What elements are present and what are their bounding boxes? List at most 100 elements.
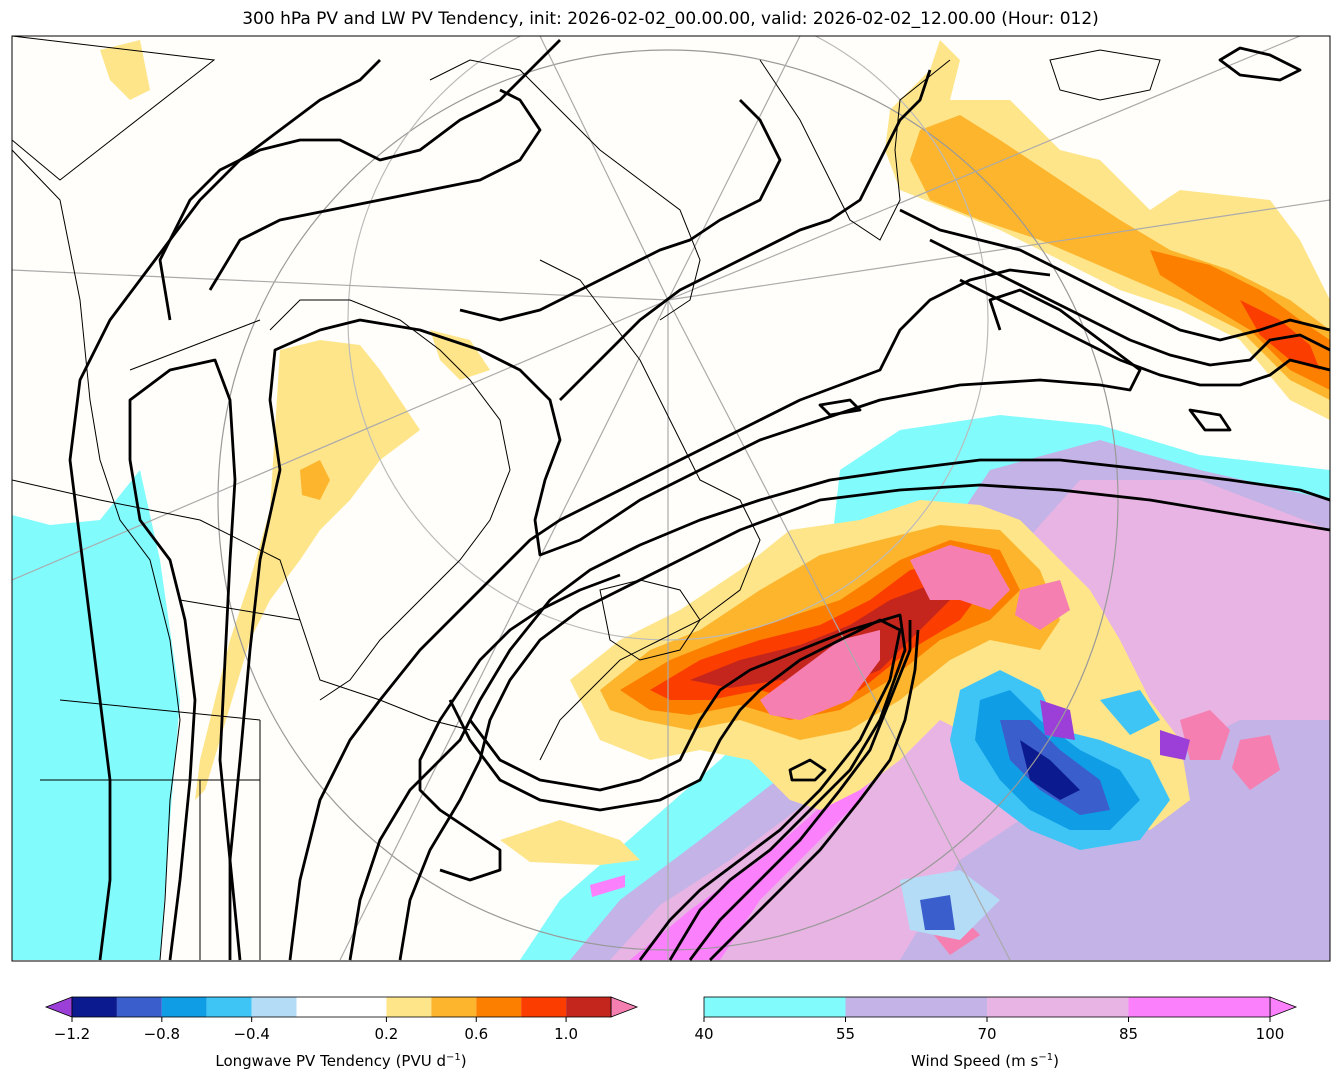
meridian-3 [339,299,669,961]
colorbar-tick-label: −1.2 [54,1025,90,1043]
pv-contour-10 [709,629,920,961]
wind-speed-colorbar-label: Wind Speed (m s−1) [911,1052,1059,1070]
coastline-hudson [269,299,511,701]
pv-contour-17 [929,238,1330,367]
pv-pos-02-west [195,340,420,800]
coastline-newfoundland [599,579,701,661]
colorbar-segment [72,997,117,1017]
colorbar-segment [386,997,432,1017]
pv-contour-13 [208,88,542,291]
coastlines-borders [12,36,1161,961]
pv-contour-16 [899,208,1330,342]
colorbar-segment [1128,997,1270,1017]
colorbar-segment [566,997,611,1017]
colorbar-segment [845,997,987,1017]
pv-contour-7 [448,618,902,961]
colorbar-extend-max [1269,996,1298,1018]
pv-contour-15 [559,69,932,401]
coastline-labrador [539,259,761,761]
pv-pos-02-north-2 [430,330,490,380]
colorbar-tick-label: 85 [1119,1025,1138,1043]
map-frame [11,35,1331,962]
colorbar-segment [987,997,1129,1017]
pv-pos-04-west [300,460,330,500]
wind-85-jet [630,760,880,960]
pv-contour-9 [688,620,912,961]
pv-contour-3 [288,268,1051,961]
colorbar-segment [521,997,567,1017]
pv-tendency-colorbar: −1.2 −0.8 −0.4 0.2 0.6 1.0 [44,996,639,1043]
pv-contour-14 [459,99,782,322]
pv-contour-2 [228,288,1142,960]
border-provinces-1 [129,319,261,371]
pv-pos-04-northeast [910,115,1330,400]
meridian-8 [667,36,1301,301]
meridian-5 [667,199,1330,301]
pv-pos-10-center [690,585,950,690]
chart-title: 300 hPa PV and LW PV Tendency, init: 202… [242,9,1099,29]
pv-contour-21 [1188,408,1232,432]
pv-neg-12-southeast-2 [1160,730,1190,760]
pv-neg-04-east [1100,690,1160,735]
meridian-9 [667,36,801,301]
colorbar-segment [116,997,162,1017]
pv-contour-5 [398,483,1330,961]
pv-contour-6 [418,573,621,882]
coastline-greenland [429,59,701,321]
colorbar-tick-label: −0.8 [144,1025,180,1043]
colorbar-segment [476,997,522,1017]
wind-40-west [12,470,180,960]
colorbar-tick-label: 0.2 [374,1025,398,1043]
pv-neg-08-south [920,895,955,930]
colorbar-tick-label: 55 [836,1025,855,1043]
coastline-greenland-east [759,59,951,241]
pv-contour-20 [788,758,827,782]
colorbar-segment [296,997,387,1017]
pv-pos-12-southeast-2 [1232,735,1280,790]
colorbar-segment [431,997,477,1017]
pv-pos-12-southeast [1180,710,1230,760]
coastline-iceland [1049,49,1161,101]
pv-tendency-colorbar-label: Longwave PV Tendency (PVU d−1) [215,1052,466,1070]
colorbar-extend-min [44,996,73,1018]
map-panel [12,36,1330,961]
pv-pos-02-south [500,820,640,865]
colorbar-tick-label: 0.6 [464,1025,488,1043]
pv-contour-22 [818,398,862,417]
colorbar-tick-label: −0.4 [233,1025,269,1043]
wind-speed-colorbar: 40 55 70 85 100 [694,996,1298,1043]
colorbar-outline [71,996,612,1018]
colorbar-extend-max [610,996,639,1018]
colorbar-tick-label: 70 [977,1025,996,1043]
pv-tendency-shading [100,40,1330,955]
pv-contour-12 [158,39,561,321]
pv-pos-08-northeast [1240,300,1320,370]
pv-contours [68,39,1330,961]
wind-85-small [590,875,625,897]
pv-pos-02-north [100,40,150,100]
border-states [40,699,261,960]
pv-neg-10-southeast [1020,740,1080,800]
pv-contour-18 [959,278,1330,387]
colorbar-segment [161,997,207,1017]
pv-pos-12-east-2 [1015,580,1070,630]
meridian-6 [12,269,669,301]
colorbar-segment [251,997,297,1017]
coastline-north [12,36,216,181]
colorbar-tick-label: 40 [694,1025,713,1043]
coastline-west [12,149,181,961]
colorbar-segment [206,997,252,1017]
graticule [12,36,1330,961]
pv-contour-8 [468,613,907,961]
colorbar-tick-label: 1.0 [554,1025,578,1043]
meridian-4 [667,299,1011,961]
pv-pos-12-east [910,545,1010,610]
pv-contour-19 [1218,46,1302,82]
pv-contour-1 [128,358,242,961]
colorbar-segment [704,997,846,1017]
colorbar-tick-label: 100 [1256,1025,1285,1043]
border-provinces-2 [179,599,301,621]
meridian-7 [12,299,669,581]
pv-contour-11 [68,59,381,961]
